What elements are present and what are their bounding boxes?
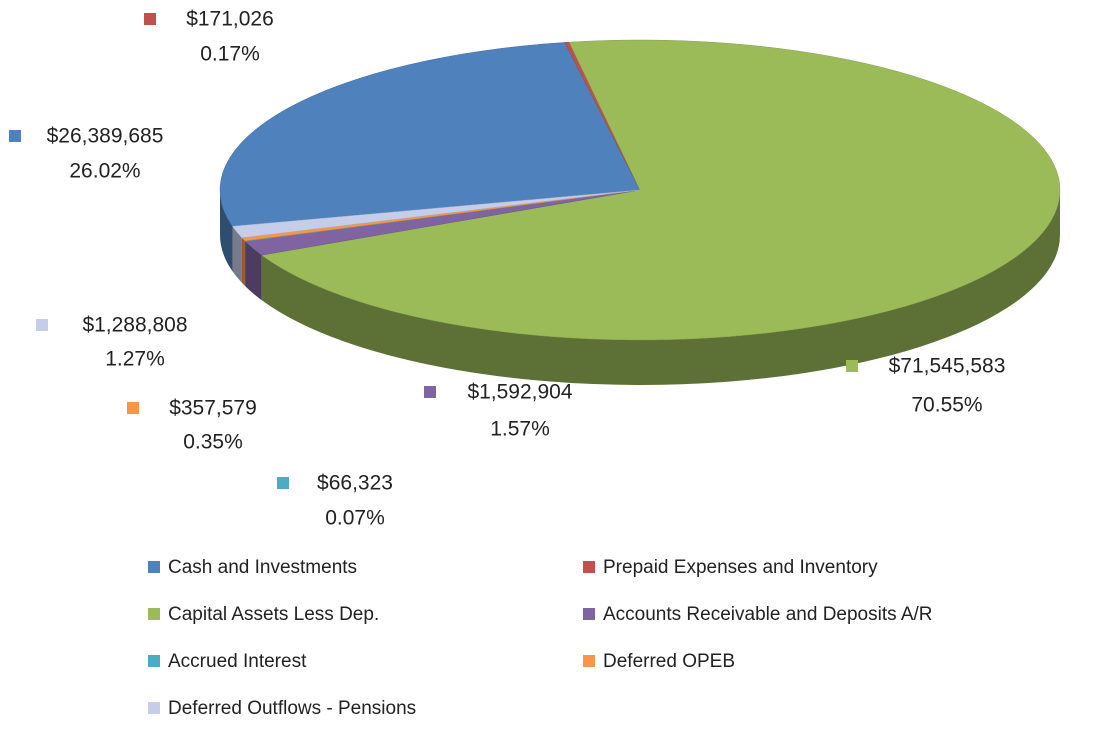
value-label: $171,026: [186, 8, 274, 31]
legend-swatch: [583, 655, 595, 667]
legend-swatch: [583, 608, 595, 620]
slice-side: [241, 237, 245, 286]
legend-swatch: [148, 608, 160, 620]
legend-swatch: [148, 561, 160, 573]
label-swatch: [127, 402, 139, 414]
label-swatch: [144, 13, 156, 25]
value-label: $357,579: [169, 397, 257, 420]
slice-side: [220, 190, 233, 272]
legend-label: Prepaid Expenses and Inventory: [603, 557, 878, 578]
label-swatch: [424, 386, 436, 398]
label-swatch: [9, 130, 21, 142]
percent-label: 1.57%: [490, 418, 550, 441]
label-swatch: [277, 477, 289, 489]
legend-label: Deferred OPEB: [603, 651, 735, 672]
legend: Cash and Investments Prepaid Expenses and…: [148, 557, 933, 719]
slice-side: [232, 226, 242, 283]
value-label: $1,288,808: [82, 314, 187, 337]
value-label: $66,323: [317, 472, 393, 495]
percent-label: 1.27%: [105, 348, 165, 371]
slice: [219, 42, 641, 227]
slice: [232, 189, 641, 239]
slice-side: [245, 241, 262, 301]
percent-label: 0.17%: [200, 43, 260, 66]
legend-swatch: [148, 702, 160, 714]
label-swatch: [846, 360, 858, 372]
slice-side: [261, 190, 1060, 386]
slice-sides: [220, 190, 1060, 386]
legend-label: Capital Assets Less Dep.: [168, 604, 379, 625]
value-label: $1,592,904: [467, 381, 572, 404]
legend-label: Accrued Interest: [168, 651, 307, 672]
legend-swatch: [148, 655, 160, 667]
legend-swatch: [583, 561, 595, 573]
label-swatch: [36, 319, 48, 331]
percent-label: 0.07%: [325, 507, 385, 530]
value-label: $71,545,583: [889, 355, 1006, 378]
value-label: $26,389,685: [47, 125, 164, 148]
slice: [261, 39, 1061, 341]
percent-label: 26.02%: [69, 160, 140, 183]
legend-label: Accounts Receivable and Deposits A/R: [603, 604, 933, 625]
legend-label: Deferred Outflows - Pensions: [168, 698, 416, 719]
percent-label: 70.55%: [911, 394, 982, 417]
percent-label: 0.35%: [183, 431, 243, 454]
legend-label: Cash and Investments: [168, 557, 357, 578]
slice-side: [244, 240, 246, 287]
